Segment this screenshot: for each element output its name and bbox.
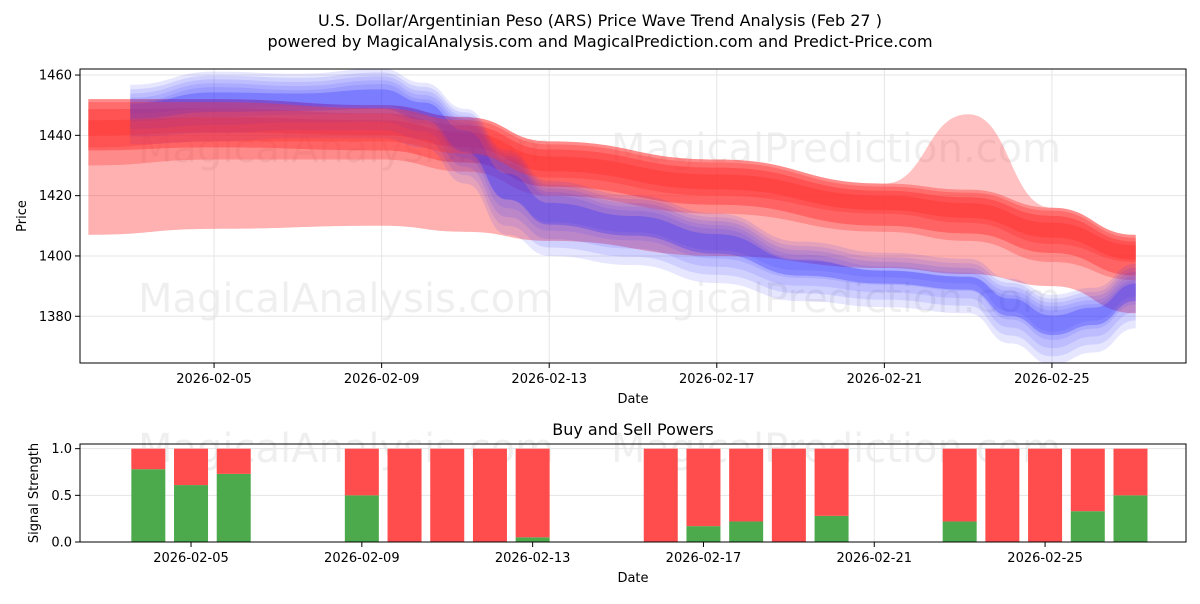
watermark-analysis-top: MagicalAnalysis.com [138, 126, 554, 172]
buy-bar [216, 473, 251, 542]
sell-bar [472, 448, 507, 542]
sell-bar [174, 448, 209, 486]
signal-y-tick-label: 0.0 [51, 536, 72, 551]
signal-y-label: Signal Strength [27, 443, 42, 543]
signal-y-tick-label: 0.5 [51, 489, 72, 504]
sell-bar [344, 448, 379, 496]
price-x-tick-label: 2026-02-05 [176, 372, 252, 387]
price-y-tick-label: 1460 [39, 69, 72, 84]
signal-title: Buy and Sell Powers [552, 420, 714, 439]
price-y-tick-label: 1380 [39, 310, 72, 325]
sell-bar [814, 448, 849, 516]
sell-bar [216, 448, 251, 474]
red-wave-core-band [88, 117, 1136, 276]
sell-bar [131, 448, 166, 470]
blue-wave-band [130, 72, 1136, 340]
price-x-tick-label: 2026-02-25 [1014, 372, 1090, 387]
signal-x-tick-label: 2026-02-21 [836, 551, 912, 566]
sell-bar [771, 448, 806, 542]
buy-bar [344, 495, 379, 542]
signal-x-tick-label: 2026-02-17 [666, 551, 742, 566]
price-y-label: Price [15, 200, 30, 232]
price-waves [88, 69, 1136, 363]
price-y-tick-label: 1420 [39, 189, 72, 204]
blue-wave-band [130, 69, 1136, 332]
red-wave-inner-band [88, 108, 1136, 260]
buy-bar [686, 526, 721, 542]
price-watermarks: MagicalAnalysis.com MagicalPrediction.co… [138, 126, 1061, 322]
price-x-tick-label: 2026-02-09 [344, 372, 420, 387]
red-wave-overlay-band [88, 102, 1136, 262]
price-axes-frame [79, 68, 1187, 364]
buy-bar [942, 521, 977, 542]
buy-bar [515, 537, 550, 542]
signal-panel: Buy and Sell Powers MagicalAnalysis.com … [27, 420, 1187, 586]
price-y-tick-label: 1400 [39, 249, 72, 264]
buy-bar [131, 469, 166, 542]
sell-bar [1070, 448, 1105, 512]
sell-bar [643, 448, 678, 542]
signal-x-tick-label: 2026-02-13 [495, 551, 571, 566]
signal-y-tick-label: 1.0 [51, 442, 72, 457]
sell-bar [686, 448, 721, 527]
price-panel: MagicalAnalysis.com MagicalPrediction.co… [15, 68, 1187, 407]
signal-x-tick-label: 2026-02-05 [153, 551, 229, 566]
red-wave-bump-band [88, 99, 1136, 281]
blue-wave-band [130, 76, 1136, 349]
sell-bar [1113, 448, 1148, 496]
buy-bar [1070, 511, 1105, 542]
signal-x-label: Date [617, 571, 648, 586]
blue-wave-band [130, 84, 1136, 363]
buy-bar [814, 515, 849, 542]
signal-bars [131, 448, 1148, 542]
blue-wave-core-band [130, 89, 1136, 336]
buy-bar [174, 485, 209, 542]
buy-bar [729, 521, 764, 542]
sell-bar [729, 448, 764, 522]
watermark-prediction-top: MagicalPrediction.com [611, 126, 1061, 172]
buy-bar [1113, 495, 1148, 542]
signal-x-tick-label: 2026-02-25 [1007, 551, 1083, 566]
sell-bar [387, 448, 422, 542]
price-x-ticks: 2026-02-05 2026-02-09 2026-02-13 2026-02-17… [176, 363, 1090, 387]
price-x-label: Date [617, 392, 648, 407]
sell-bar [430, 448, 465, 542]
signal-x-tick-label: 2026-02-09 [324, 551, 400, 566]
chart-subtitle: powered by MagicalAnalysis.com and Magic… [267, 32, 932, 51]
chart-title: U.S. Dollar/Argentinian Peso (ARS) Price… [318, 11, 882, 30]
signal-y-ticks: 0.0 0.5 1.0 [51, 442, 80, 551]
sell-bar [942, 448, 977, 522]
watermark-analysis-mid: MagicalAnalysis.com [138, 276, 554, 322]
price-x-tick-label: 2026-02-13 [511, 372, 587, 387]
watermark-prediction-mid: MagicalPrediction.com [611, 276, 1061, 322]
price-y-tick-label: 1440 [39, 129, 72, 144]
blue-wave-band [130, 80, 1136, 357]
red-wave-outer-band [88, 99, 1136, 314]
signal-axes-frame [79, 443, 1187, 543]
price-y-ticks: 1380 1400 1420 1440 1460 [39, 69, 80, 325]
sell-bar [985, 448, 1020, 542]
signal-x-ticks: 2026-02-05 2026-02-09 2026-02-13 2026-02-17… [153, 542, 1083, 566]
price-x-tick-label: 2026-02-17 [679, 372, 755, 387]
sell-bar [1028, 448, 1063, 542]
sell-bar [515, 448, 550, 538]
price-gridlines [80, 69, 1186, 363]
price-x-tick-label: 2026-02-21 [847, 372, 923, 387]
